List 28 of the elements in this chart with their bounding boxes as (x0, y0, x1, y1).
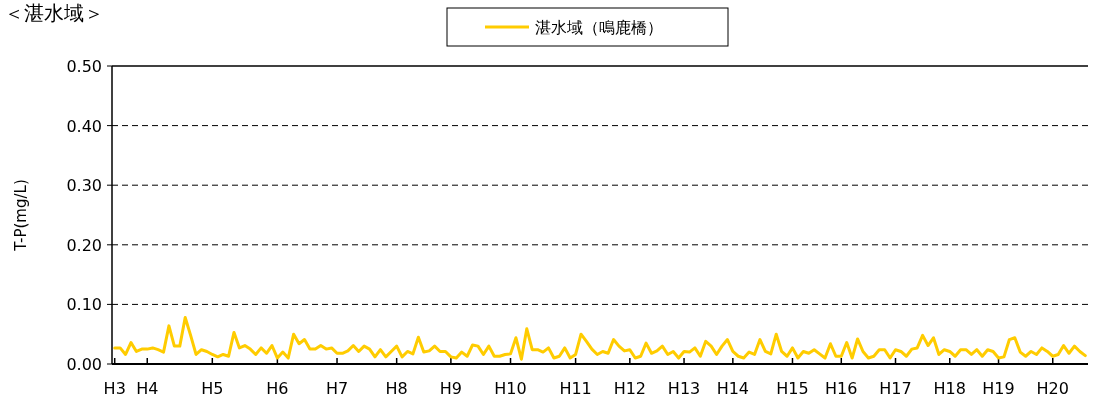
x-tick-label: H5 (201, 379, 224, 398)
x-tick-label: H13 (667, 379, 701, 398)
y-tick-label: 0.00 (66, 355, 102, 374)
y-tick-label: 0.10 (66, 295, 102, 315)
x-tick-label: H8 (385, 379, 408, 398)
y-tick-label: 0.20 (66, 235, 102, 255)
chart-title: ＜湛水域＞ (4, 1, 104, 25)
x-tick-label: H11 (559, 379, 592, 398)
y-tick-label: 0.30 (66, 176, 102, 196)
legend-label: 湛水域（鳴鹿橋） (535, 18, 663, 37)
x-tick-label: H20 (1036, 379, 1069, 398)
x-tick-label: H10 (494, 379, 527, 398)
line-series (113, 316, 1087, 361)
x-tick-label: H9 (439, 379, 462, 398)
x-tick-label: H19 (982, 379, 1015, 398)
y-tick-label: 0.50 (66, 57, 102, 76)
x-tick-label: H15 (776, 379, 809, 398)
x-tick-label: H7 (325, 379, 349, 398)
x-tick-label: H6 (266, 379, 289, 398)
x-tick-label: H12 (613, 379, 647, 398)
y-axis-title: T-P(mg/L) (12, 179, 30, 252)
y-tick-label: 0.40 (66, 116, 102, 136)
x-tick-label: H17 (879, 379, 912, 398)
x-tick-label: H16 (825, 379, 858, 398)
x-tick-label: H4 (136, 379, 159, 398)
x-tick-label: H3 (103, 379, 126, 398)
x-tick-label: H14 (716, 379, 750, 398)
x-tick-label: H18 (933, 379, 966, 398)
